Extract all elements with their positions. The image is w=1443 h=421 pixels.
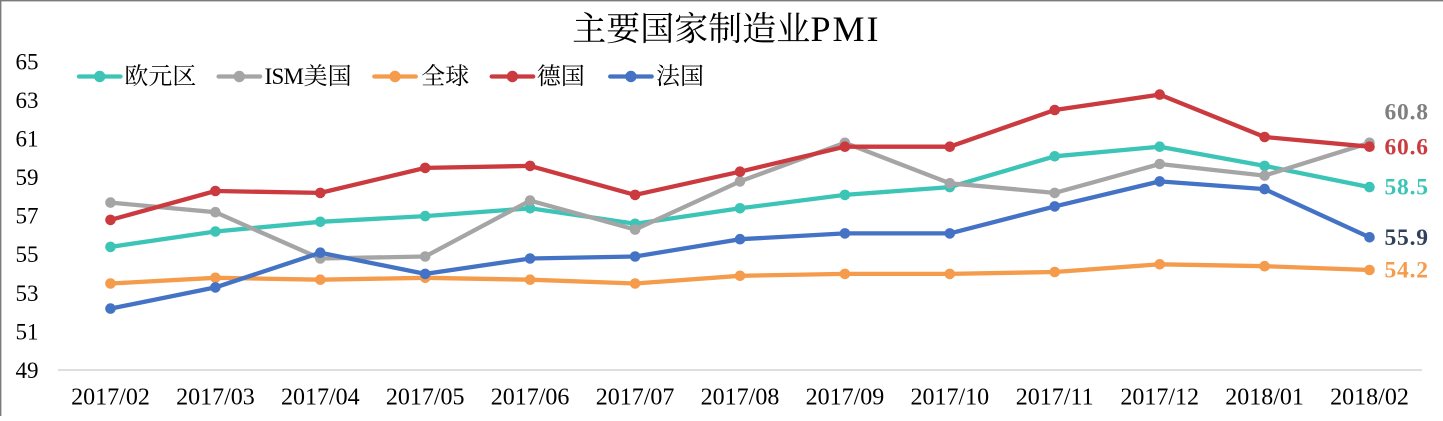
svg-text:58.5: 58.5	[1385, 175, 1429, 201]
svg-text:65: 65	[16, 49, 39, 74]
svg-text:63: 63	[16, 88, 39, 113]
svg-text:2017/06: 2017/06	[491, 385, 570, 411]
svg-text:PMI: PMI	[811, 9, 881, 49]
svg-text:2017/02: 2017/02	[71, 385, 150, 411]
svg-text:2017/10: 2017/10	[910, 385, 989, 411]
svg-text:2018/02: 2018/02	[1330, 385, 1409, 411]
svg-text:2017/04: 2017/04	[281, 385, 360, 411]
svg-text:59: 59	[16, 165, 39, 190]
svg-text:60.6: 60.6	[1385, 134, 1429, 160]
svg-text:2017/12: 2017/12	[1120, 385, 1199, 411]
svg-text:2017/08: 2017/08	[701, 385, 780, 411]
svg-text:ISM: ISM	[265, 64, 304, 89]
svg-text:2017/05: 2017/05	[386, 385, 465, 411]
svg-text:2017/11: 2017/11	[1016, 385, 1094, 411]
svg-text:54.2: 54.2	[1385, 258, 1429, 284]
svg-text:2017/09: 2017/09	[806, 385, 885, 411]
svg-text:61: 61	[16, 127, 39, 152]
svg-text:55: 55	[16, 242, 39, 267]
svg-text:57: 57	[16, 204, 39, 229]
svg-text:60.8: 60.8	[1385, 100, 1429, 126]
svg-text:51: 51	[16, 319, 39, 344]
svg-text:2017/07: 2017/07	[596, 385, 675, 411]
svg-text:55.9: 55.9	[1385, 225, 1429, 251]
svg-text:53: 53	[16, 281, 39, 306]
svg-text:2017/03: 2017/03	[176, 385, 255, 411]
svg-text:2018/01: 2018/01	[1225, 385, 1304, 411]
svg-text:49: 49	[16, 358, 39, 383]
